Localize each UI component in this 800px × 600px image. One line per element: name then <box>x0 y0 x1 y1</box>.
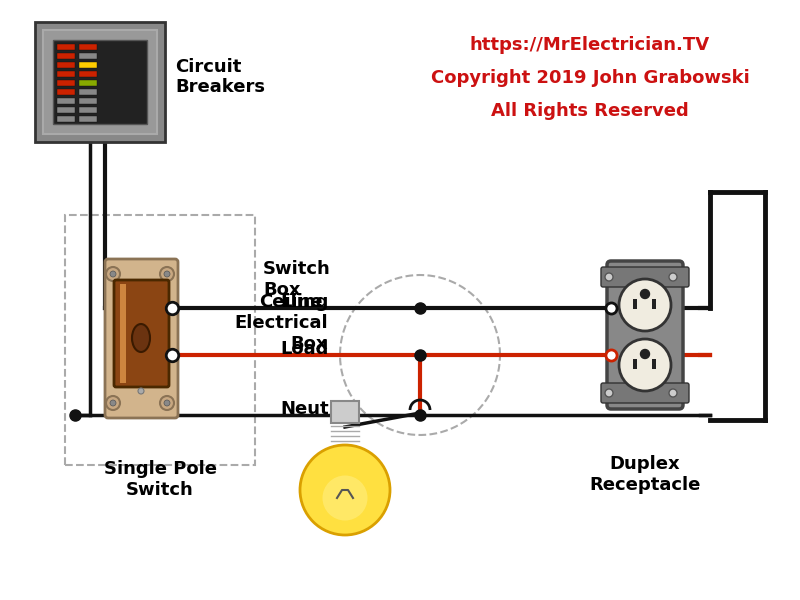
Circle shape <box>641 289 650 298</box>
Bar <box>35 22 165 142</box>
Bar <box>57 107 75 113</box>
Circle shape <box>300 445 390 535</box>
Bar <box>79 107 97 113</box>
Circle shape <box>160 267 174 281</box>
Bar <box>57 44 75 50</box>
Bar <box>43 30 157 134</box>
Bar <box>57 62 75 68</box>
Bar <box>633 359 637 369</box>
Circle shape <box>164 400 170 406</box>
Bar <box>57 98 75 104</box>
Text: All Rights Reserved: All Rights Reserved <box>491 102 689 120</box>
Bar <box>79 62 97 68</box>
Text: Line: Line <box>280 293 322 311</box>
Circle shape <box>164 271 170 277</box>
Text: https://MrElectrician.TV: https://MrElectrician.TV <box>470 36 710 54</box>
Circle shape <box>619 339 671 391</box>
Circle shape <box>110 400 116 406</box>
Circle shape <box>322 475 367 520</box>
Text: Neutral: Neutral <box>280 400 356 418</box>
Bar <box>79 53 97 59</box>
Bar <box>79 80 97 86</box>
Circle shape <box>138 388 144 394</box>
Bar <box>57 71 75 77</box>
Circle shape <box>619 279 671 331</box>
Text: Circuit
Breakers: Circuit Breakers <box>175 58 265 97</box>
Bar <box>120 284 126 383</box>
FancyBboxPatch shape <box>601 383 689 403</box>
Circle shape <box>106 396 120 410</box>
Ellipse shape <box>132 324 150 352</box>
Bar <box>57 53 75 59</box>
Bar <box>633 299 637 309</box>
FancyBboxPatch shape <box>105 259 178 418</box>
Circle shape <box>605 273 613 281</box>
Text: Load: Load <box>280 340 328 358</box>
Bar <box>57 80 75 86</box>
Circle shape <box>669 389 677 397</box>
Bar <box>79 89 97 95</box>
Bar <box>57 116 75 122</box>
Circle shape <box>160 396 174 410</box>
Text: Copyright 2019 John Grabowski: Copyright 2019 John Grabowski <box>430 69 750 87</box>
FancyBboxPatch shape <box>607 261 683 409</box>
Text: Single Pole
Switch: Single Pole Switch <box>103 460 217 499</box>
Bar <box>79 44 97 50</box>
Bar <box>53 40 147 124</box>
Bar <box>79 71 97 77</box>
Circle shape <box>106 267 120 281</box>
Bar <box>331 401 359 423</box>
Bar <box>65 215 255 465</box>
Circle shape <box>605 389 613 397</box>
Text: Switch
Box: Switch Box <box>263 260 330 299</box>
Circle shape <box>110 271 116 277</box>
Bar <box>652 299 656 309</box>
Text: Ceiling
Electrical
Box: Ceiling Electrical Box <box>234 293 328 353</box>
FancyBboxPatch shape <box>601 267 689 287</box>
Bar <box>652 359 656 369</box>
FancyBboxPatch shape <box>114 280 169 387</box>
Bar <box>79 116 97 122</box>
Circle shape <box>669 273 677 281</box>
Bar <box>57 89 75 95</box>
Bar <box>79 98 97 104</box>
Circle shape <box>641 349 650 358</box>
Text: Duplex
Receptacle: Duplex Receptacle <box>590 455 701 494</box>
